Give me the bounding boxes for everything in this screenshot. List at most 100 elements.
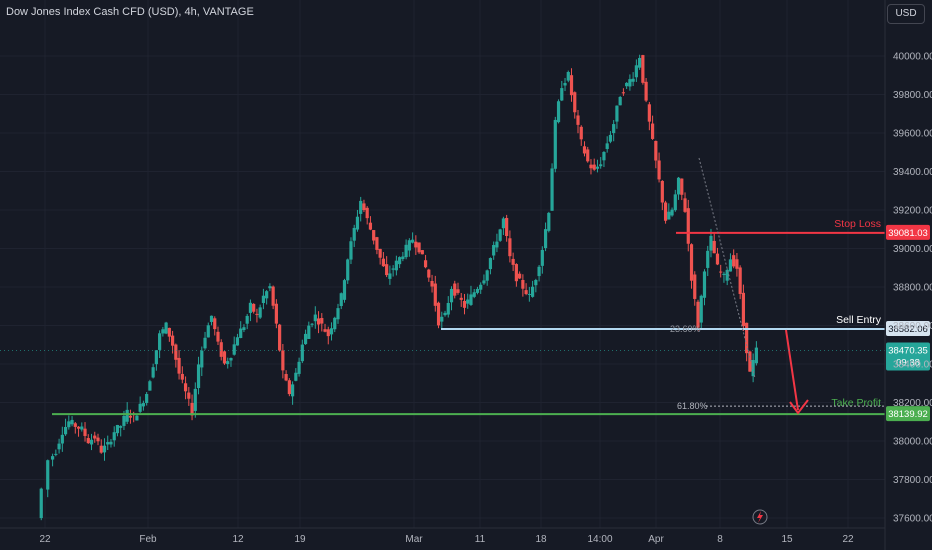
candle-body — [537, 266, 541, 277]
candle-body — [725, 269, 729, 281]
x-tick-label: 12 — [232, 534, 244, 545]
candle-body — [258, 307, 262, 318]
candle-body — [508, 238, 512, 257]
candle-body — [644, 81, 648, 101]
candle-body — [248, 302, 253, 313]
candle-body — [462, 300, 467, 308]
candle-body — [206, 325, 210, 338]
x-tick-label: 19 — [294, 534, 306, 545]
candle-body — [553, 119, 557, 169]
lightning-icon[interactable] — [752, 509, 768, 525]
candle-body — [67, 421, 71, 428]
candle-body — [209, 315, 214, 322]
candle-body — [634, 65, 638, 78]
candle-body — [378, 248, 382, 258]
candle-body — [482, 280, 486, 284]
candle-body — [229, 358, 233, 361]
candle-body — [527, 293, 531, 295]
candle-body — [336, 308, 340, 320]
candle-body — [566, 72, 570, 81]
candle-body — [579, 126, 583, 140]
y-tick-label: 39800.00 — [893, 90, 932, 101]
candle-body — [73, 423, 77, 427]
candle-body — [625, 82, 629, 87]
take-profit-label: Take Profit — [831, 397, 881, 409]
sell-entry-price-tag — [886, 320, 930, 336]
candle-body — [488, 258, 493, 270]
candle-body — [530, 286, 535, 297]
candle-body — [203, 337, 207, 349]
candle-body — [63, 426, 68, 435]
x-tick-label: Feb — [139, 534, 157, 545]
candle-body — [148, 381, 152, 391]
candle-body — [631, 78, 635, 82]
candle-body — [362, 203, 366, 211]
candle-body — [680, 178, 684, 195]
candle-body — [511, 258, 515, 265]
candle-body — [196, 364, 201, 389]
candle-body — [316, 318, 321, 325]
candle-body — [164, 322, 168, 334]
candle-body — [119, 426, 123, 428]
candle-body — [57, 443, 61, 450]
candle-body — [410, 239, 415, 243]
candle-body — [339, 293, 343, 307]
candle-body — [699, 295, 703, 323]
candle-body — [712, 240, 716, 254]
candle-body — [70, 419, 74, 425]
candle-body — [436, 302, 441, 326]
candle-body — [310, 323, 314, 325]
candle-body — [287, 380, 291, 395]
candle-body — [96, 437, 100, 442]
x-tick-label: 15 — [781, 534, 793, 545]
candle-body — [641, 55, 645, 83]
candle-body — [342, 280, 347, 300]
candle-body — [505, 217, 509, 237]
candle-body — [683, 198, 687, 212]
x-tick-label: Mar — [405, 534, 423, 545]
candle-body — [261, 295, 266, 304]
candle-body — [638, 57, 642, 68]
candle-body — [715, 253, 720, 265]
candle-body — [375, 237, 379, 250]
candle-body — [372, 230, 376, 241]
candle-body — [569, 75, 574, 96]
candle-body — [46, 460, 50, 490]
candle-body — [589, 164, 593, 169]
x-tick-label: 22 — [842, 534, 854, 545]
candle-body — [456, 289, 460, 293]
candle-body — [268, 286, 272, 289]
symbol-title: Dow Jones Index Cash CFD (USD), 4h, VANT… — [6, 6, 254, 18]
candle-body — [748, 351, 752, 372]
candle-body — [307, 325, 311, 339]
candle-body — [333, 317, 337, 330]
x-tick-label: Apr — [648, 534, 664, 545]
current-price-tag — [886, 342, 930, 371]
candle-body — [618, 96, 622, 106]
y-tick-label: 38000.00 — [893, 437, 932, 448]
candle-body — [728, 259, 733, 272]
lightning-icon-bolt — [757, 511, 763, 523]
candle-body — [177, 357, 181, 374]
current-price-label: 38470.35 — [888, 345, 928, 356]
candle-body — [222, 351, 227, 364]
candle-body — [398, 257, 402, 265]
candle-body — [407, 240, 411, 251]
candle-body — [200, 350, 204, 368]
currency-button[interactable]: USD — [887, 4, 925, 24]
candle-body — [732, 255, 736, 267]
candle-body — [190, 402, 194, 416]
candle-body — [187, 392, 191, 399]
y-tick-label: 38400.00 — [893, 360, 932, 371]
stop-loss-label: Stop Loss — [834, 218, 881, 230]
candle-body — [320, 318, 324, 324]
candle-body — [492, 245, 496, 256]
lightning-icon-ring — [752, 509, 768, 525]
candle-body — [138, 403, 142, 412]
candle-body — [158, 333, 162, 350]
candle-body — [122, 415, 126, 426]
candle-body — [657, 160, 661, 180]
candle-body — [472, 292, 476, 297]
x-tick-label: 22 — [39, 534, 51, 545]
